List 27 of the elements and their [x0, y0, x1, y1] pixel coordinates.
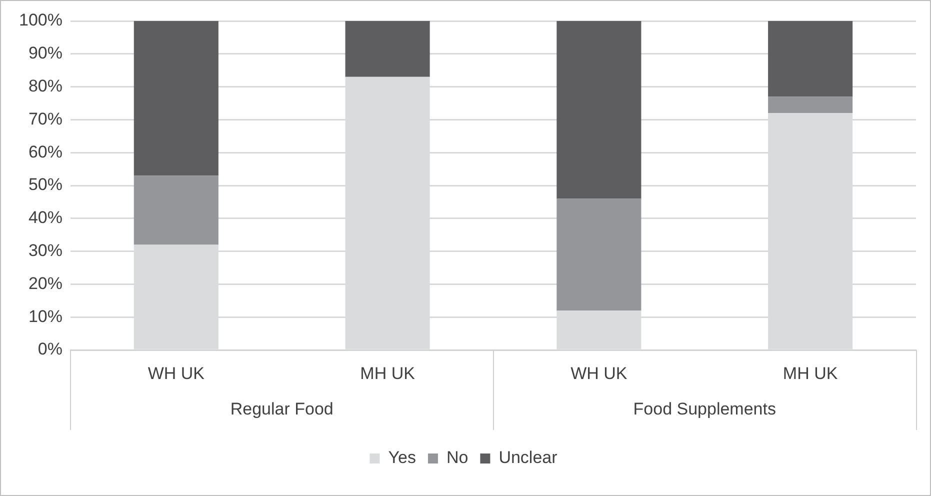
x-tick-label: WH UK: [148, 364, 206, 383]
bar: [556, 21, 642, 199]
legend-label: No: [446, 448, 468, 468]
text: Food Supplements: [633, 400, 776, 419]
y-tick-label: 70%: [28, 109, 62, 128]
legend-label: Unclear: [498, 448, 558, 468]
x-tick-label: MH UK: [360, 364, 416, 383]
y-tick-label: 0%: [38, 340, 62, 359]
bar: [134, 21, 218, 176]
y-tick-label: 90%: [28, 44, 62, 63]
y-tick-label: 20%: [28, 274, 62, 293]
bar: [134, 176, 218, 245]
y-tick-label: 100%: [18, 10, 62, 30]
bar: [768, 21, 853, 97]
x-tick-label: MH UK: [782, 364, 838, 383]
legend-label: Yes: [388, 448, 416, 468]
y-tick-label: 10%: [28, 306, 62, 326]
x-tick-label: WH UK: [570, 364, 628, 383]
y-tick-label: 80%: [28, 76, 62, 96]
bar: [768, 96, 853, 114]
bar: [345, 21, 430, 77]
y-tick-label: 30%: [28, 240, 62, 260]
text: Regular Food: [230, 400, 334, 419]
y-tick-label: 60%: [28, 142, 62, 162]
y-tick-label: 50%: [28, 175, 62, 194]
y-tick-label: 40%: [28, 208, 62, 228]
bar: [556, 198, 642, 311]
